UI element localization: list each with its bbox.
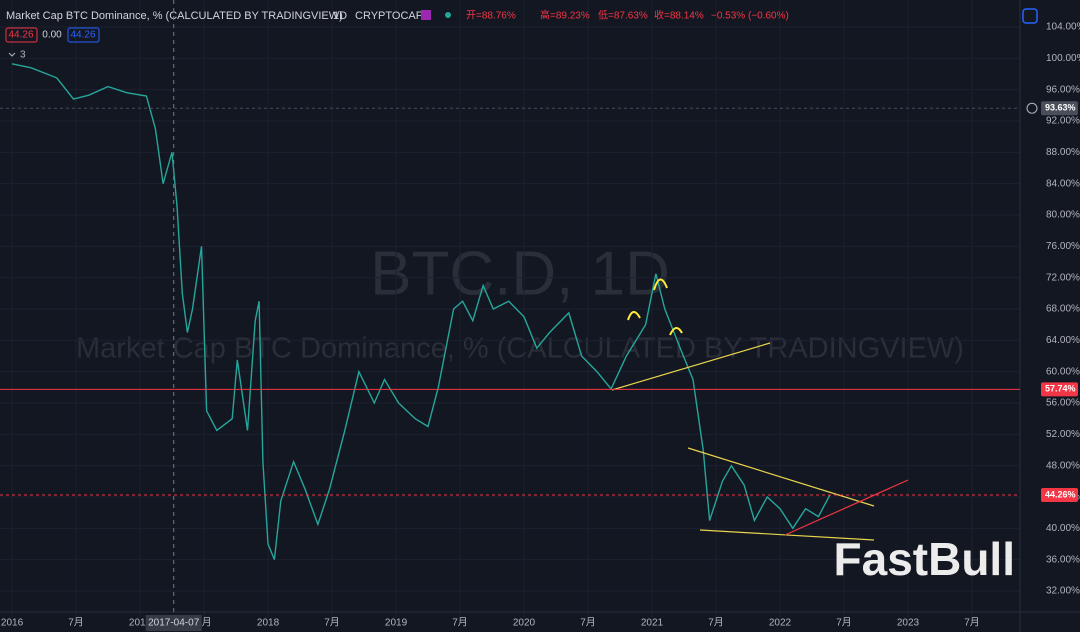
arc-mark [669,327,683,336]
y-tick-label: 92.00% [1046,116,1080,127]
crosshair-label: 2017-04-07 [148,618,200,629]
collapse-icon[interactable] [8,52,16,57]
interval: 1D [333,10,347,22]
status-dot [445,12,451,18]
trendline [699,529,875,541]
y-tick-label: 72.00% [1046,272,1080,283]
price-line [11,63,831,560]
x-tick-label: 7月 [68,617,84,629]
y-tick-label: 36.00% [1046,554,1080,565]
price-tag-label: 44.26% [1045,489,1076,499]
ohlc-value: 低=87.63% [598,9,648,22]
x-tick-label: 7月 [452,617,468,629]
x-tick-label: 7月 [324,617,340,629]
y-tick-label: 52.00% [1046,429,1080,440]
x-tick-label: 2016 [1,618,24,629]
price-tag-label: 93.63% [1045,103,1076,113]
x-tick-label: 2019 [385,618,408,629]
y-tick-label: 88.00% [1046,147,1080,158]
y-tick-label: 104.00% [1046,22,1080,33]
price-tag [1041,382,1078,397]
y-tick-label: 100.00% [1046,53,1080,64]
box [5,27,38,43]
y-tick-label: 84.00% [1046,178,1080,189]
y-tick-label: 32.00% [1046,586,1080,597]
y-tick-label: 40.00% [1046,523,1080,534]
logo: FastBull [834,533,1015,585]
y-tick-label: 64.00% [1046,335,1080,346]
arc-mark [627,311,641,321]
box-value: 44.26 [8,30,33,41]
ohlc-value: −0.53% (−0.60%) [711,11,789,22]
x-tick-label: 7月 [836,617,852,629]
price-tag-label: 57.74% [1045,384,1076,394]
x-tick-label: 2022 [769,618,792,629]
x-tick-label: 2017 [129,618,152,629]
price-tag [1041,101,1078,116]
x-tick-label: 2020 [513,618,536,629]
y-tick-label: 68.00% [1046,304,1080,315]
crosshair-tag [145,615,202,631]
ohlc-value: 高=89.23% [540,9,590,22]
watermark-sub: Market Cap BTC Dominance, % (CALCULATED … [76,333,964,365]
x-tick-label: 7月 [708,617,724,629]
price-tag [1041,487,1078,502]
trendline [611,342,771,391]
y-tick-label: 48.00% [1046,460,1080,471]
x-tick-label: 7月 [964,617,980,629]
y-tick-label: 60.00% [1046,366,1080,377]
ohlc-value: 开=88.76% [466,11,516,22]
x-tick-label: 7月 [580,617,596,629]
box-value: 0.00 [42,30,62,41]
box-value: 44.26 [70,30,95,41]
y-tick-label: 96.00% [1046,84,1080,95]
add-button[interactable] [1026,102,1038,114]
watermark: BTC.D, 1D [370,239,670,308]
box [67,27,100,43]
trendline [687,447,875,507]
trendline [784,479,909,536]
settings-icon[interactable] [1022,8,1038,24]
title: Market Cap BTC Dominance, % (CALCULATED … [6,10,343,22]
drawings [611,278,909,541]
y-tick-label: 80.00% [1046,210,1080,221]
arc-mark [653,278,668,291]
y-tick-label: 56.00% [1046,398,1080,409]
exchange: CRYPTOCAP [355,10,423,22]
indicator-count[interactable]: 3 [20,50,26,61]
flag-icon[interactable] [421,10,431,20]
x-tick-label: 2023 [897,618,920,629]
y-tick-label: 76.00% [1046,241,1080,252]
x-tick-label: 2021 [641,618,664,629]
ohlc-value: 收=88.14% [654,9,704,22]
x-tick-label: 2018 [257,618,280,629]
